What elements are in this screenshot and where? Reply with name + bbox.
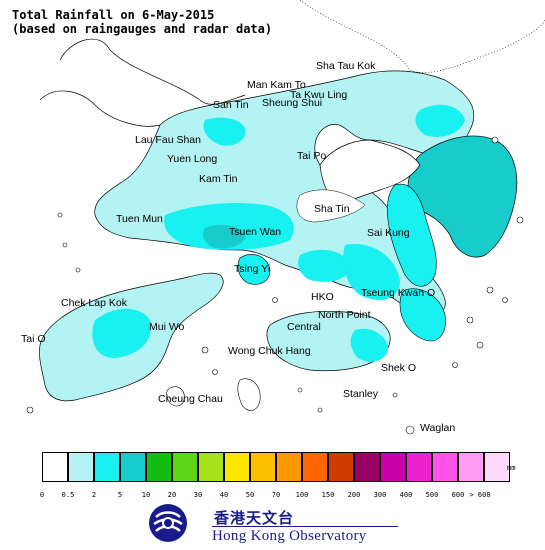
place-label: Mui Wo bbox=[149, 321, 185, 333]
legend-swatch bbox=[380, 452, 406, 482]
place-label: Wong Chuk Hang bbox=[228, 345, 311, 357]
legend-swatch bbox=[120, 452, 146, 482]
outlying-islands bbox=[26, 136, 524, 435]
hko-logo-chinese: 香港天文台 bbox=[214, 509, 295, 527]
hk-island-rain-cyan-east bbox=[350, 328, 388, 362]
legend-tick-label: 200 bbox=[347, 491, 361, 499]
place-label: Stanley bbox=[343, 388, 379, 400]
place-label: Sheung Shui bbox=[262, 97, 323, 109]
rain-patch-teal-tsuen-wan bbox=[203, 224, 246, 249]
place-label: Yuen Long bbox=[167, 153, 218, 165]
place-label: San Tin bbox=[213, 99, 249, 111]
place-label: Lau Fau Shan bbox=[135, 134, 201, 146]
legend-swatch bbox=[250, 452, 276, 482]
place-label: North Point bbox=[318, 309, 371, 321]
legend-swatch bbox=[94, 452, 120, 482]
map-title: Total Rainfall on 6-May-2015 bbox=[12, 8, 215, 22]
place-label: Cheung Chau bbox=[158, 393, 223, 405]
legend-swatch bbox=[146, 452, 172, 482]
legend-tick-label: 10 bbox=[141, 491, 151, 499]
legend-tick-label: 20 bbox=[167, 491, 177, 499]
place-label: Tai Po bbox=[297, 150, 327, 162]
place-label: Sai Kung bbox=[367, 227, 410, 239]
place-label: Chek Lap Kok bbox=[61, 297, 127, 309]
sai-kung-west-cyan bbox=[386, 183, 437, 287]
place-label: Tai O bbox=[21, 333, 46, 345]
place-label: Sha Tau Kok bbox=[316, 60, 376, 72]
legend-tick-label: 70 bbox=[271, 491, 281, 499]
mainland-boundary bbox=[299, 0, 545, 74]
shenzhen-coast bbox=[59, 38, 246, 105]
place-label: Tuen Mun bbox=[116, 213, 163, 225]
place-label: Tseung Kwan O bbox=[361, 287, 436, 299]
legend-tick-label: 0.5 bbox=[61, 491, 75, 499]
rain-patch-cyan-ne bbox=[415, 104, 465, 137]
legend-swatch bbox=[354, 452, 380, 482]
legend-tick-label: 400 bbox=[399, 491, 413, 499]
map-subtitle: (based on raingauges and radar data) bbox=[12, 22, 273, 36]
lamma-island bbox=[237, 378, 261, 411]
legend-swatch bbox=[484, 452, 510, 482]
legend-swatch bbox=[328, 452, 354, 482]
lantau-rain-cyan bbox=[92, 308, 151, 358]
legend-swatch bbox=[172, 452, 198, 482]
legend-swatch bbox=[276, 452, 302, 482]
place-label: Tsuen Wan bbox=[229, 226, 282, 238]
place-label: HKO bbox=[311, 291, 334, 303]
legend-tick-label: 30 bbox=[193, 491, 203, 499]
legend-unit: mm bbox=[507, 464, 516, 472]
legend-swatch bbox=[42, 452, 68, 482]
legend-swatch bbox=[302, 452, 328, 482]
legend-tick-label: 500 bbox=[425, 491, 439, 499]
legend-tick-label: 300 bbox=[373, 491, 387, 499]
clear-water-bay-cyan bbox=[399, 288, 446, 342]
legend-swatch bbox=[432, 452, 458, 482]
legend-swatch bbox=[224, 452, 250, 482]
rain-patch-cyan-kowloon-east bbox=[343, 244, 400, 300]
rain-patch-cyan-nw bbox=[203, 117, 246, 146]
tsing-yi-rain bbox=[237, 254, 271, 285]
place-label: Ta Kwu Ling bbox=[290, 89, 348, 101]
rain-patch-cyan-sha-tin bbox=[298, 249, 350, 282]
legend-tick-label: 0 bbox=[39, 491, 45, 499]
place-label: Man Kam To bbox=[247, 79, 306, 91]
legend-tick-label: 40 bbox=[219, 491, 229, 499]
place-label: Kam Tin bbox=[199, 173, 238, 185]
logo-divider bbox=[212, 526, 398, 527]
legend-tick-label: 2 bbox=[91, 491, 97, 499]
place-label: Waglan bbox=[420, 422, 456, 434]
place-label: Sha Tin bbox=[314, 203, 350, 215]
place-label: Shek O bbox=[381, 362, 417, 374]
legend-swatch bbox=[198, 452, 224, 482]
cheung-chau-island bbox=[166, 386, 185, 407]
legend-tick-label: 600 bbox=[451, 491, 465, 499]
place-label: Tsing Yi bbox=[234, 263, 271, 275]
legend-tick-label: 150 bbox=[321, 491, 335, 499]
hko-logo-english: Hong Kong Observatory bbox=[212, 528, 367, 544]
legend-swatch bbox=[406, 452, 432, 482]
place-label: Central bbox=[287, 321, 321, 333]
legend-tick-label: > 600 bbox=[469, 491, 491, 499]
legend-swatch bbox=[68, 452, 94, 482]
legend-tick-label: 100 bbox=[295, 491, 309, 499]
sha-tin-valley bbox=[296, 189, 366, 223]
deep-bay-coast bbox=[39, 90, 161, 127]
legend-tick-label: 50 bbox=[245, 491, 255, 499]
legend-tick-label: 5 bbox=[117, 491, 123, 499]
legend-swatch bbox=[458, 452, 484, 482]
hko-logo-icon bbox=[149, 504, 187, 542]
rainfall-map bbox=[26, 0, 545, 435]
